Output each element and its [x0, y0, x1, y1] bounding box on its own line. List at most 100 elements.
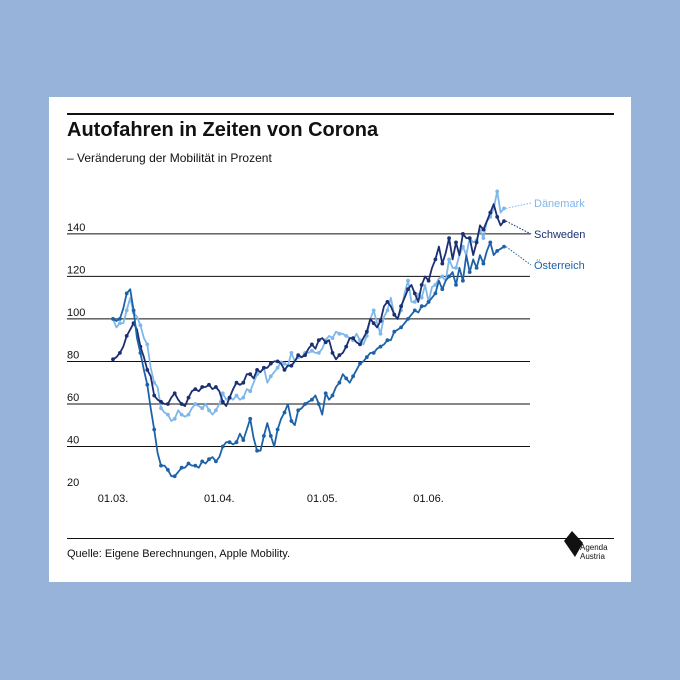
y-tick-label: 140 — [67, 222, 85, 234]
data-point — [412, 300, 417, 304]
legend-connector — [505, 220, 532, 235]
legend-connector — [505, 246, 532, 266]
data-point — [371, 321, 376, 326]
data-point — [316, 351, 321, 355]
data-point — [220, 399, 225, 404]
data-point — [200, 406, 205, 411]
data-point — [262, 365, 266, 370]
data-point — [399, 304, 403, 309]
data-point — [138, 323, 143, 328]
x-tick-label: 01.06. — [413, 493, 444, 505]
source-note: Quelle: Eigene Berechnungen, Apple Mobil… — [67, 548, 290, 560]
data-point — [344, 334, 349, 338]
data-point — [351, 374, 355, 379]
data-point — [200, 385, 205, 389]
data-point — [344, 376, 349, 381]
data-point — [159, 399, 163, 404]
x-tick-label: 01.03. — [98, 493, 129, 505]
data-point — [447, 274, 451, 279]
data-point — [111, 317, 115, 321]
y-tick-label: 100 — [67, 307, 85, 319]
data-point — [433, 257, 438, 262]
data-point — [200, 459, 205, 464]
data-point — [255, 368, 259, 372]
data-point — [118, 351, 122, 355]
data-point — [179, 402, 184, 406]
data-point — [406, 287, 410, 292]
data-point — [159, 406, 163, 411]
data-point — [337, 353, 342, 357]
data-point — [358, 361, 362, 366]
data-point — [234, 393, 239, 398]
data-point — [495, 189, 500, 194]
data-point — [268, 434, 273, 438]
data-point — [268, 361, 273, 366]
data-point — [426, 278, 431, 283]
data-point — [207, 457, 211, 462]
data-point — [440, 274, 445, 279]
data-point — [159, 463, 163, 468]
data-point — [419, 295, 424, 300]
data-point — [364, 329, 369, 334]
data-point — [118, 317, 122, 321]
data-point — [296, 353, 301, 357]
data-point — [316, 402, 321, 406]
data-point — [214, 459, 218, 464]
data-point — [214, 408, 218, 413]
data-point — [330, 393, 335, 398]
data-point — [502, 244, 506, 249]
data-point — [124, 308, 129, 313]
data-point — [330, 336, 335, 340]
data-point — [310, 348, 314, 353]
data-point — [282, 368, 287, 372]
data-point — [262, 434, 266, 438]
data-point — [220, 444, 225, 449]
data-point — [241, 395, 246, 400]
y-tick-label: 80 — [67, 349, 79, 361]
data-point — [426, 300, 431, 304]
data-point — [488, 210, 493, 215]
data-point — [316, 338, 321, 343]
data-point — [399, 325, 403, 330]
agenda-austria-logo-icon — [564, 531, 583, 557]
y-tick-label: 40 — [67, 434, 79, 446]
data-point — [385, 338, 390, 343]
data-point — [289, 363, 294, 368]
data-point — [248, 416, 253, 421]
data-point — [358, 342, 362, 347]
data-point — [412, 308, 417, 313]
data-point — [481, 227, 486, 232]
data-point — [310, 342, 314, 347]
data-point — [392, 312, 397, 317]
data-point — [378, 319, 383, 323]
data-point — [186, 395, 191, 400]
data-point — [447, 236, 451, 241]
data-point — [234, 380, 239, 385]
data-point — [275, 427, 280, 432]
data-point — [433, 283, 438, 287]
logo-line2: Austria — [580, 552, 605, 561]
data-point — [378, 331, 383, 336]
data-point — [289, 419, 294, 423]
data-point — [241, 380, 246, 385]
data-point — [268, 374, 273, 379]
data-point — [255, 448, 259, 453]
data-point — [337, 380, 342, 385]
top-rule — [67, 113, 614, 115]
data-point — [351, 336, 355, 340]
data-point — [337, 331, 342, 336]
x-tick-label: 01.05. — [307, 493, 338, 505]
data-point — [440, 287, 445, 292]
data-point — [145, 342, 150, 347]
data-point — [227, 440, 232, 445]
data-point — [207, 382, 211, 387]
data-point — [124, 334, 129, 338]
data-point — [495, 249, 500, 253]
data-point — [166, 468, 170, 472]
data-point — [275, 359, 280, 364]
data-point — [467, 236, 472, 241]
data-point — [447, 257, 451, 262]
y-tick-label: 60 — [67, 392, 79, 404]
data-point — [371, 351, 376, 355]
data-point — [111, 357, 115, 362]
